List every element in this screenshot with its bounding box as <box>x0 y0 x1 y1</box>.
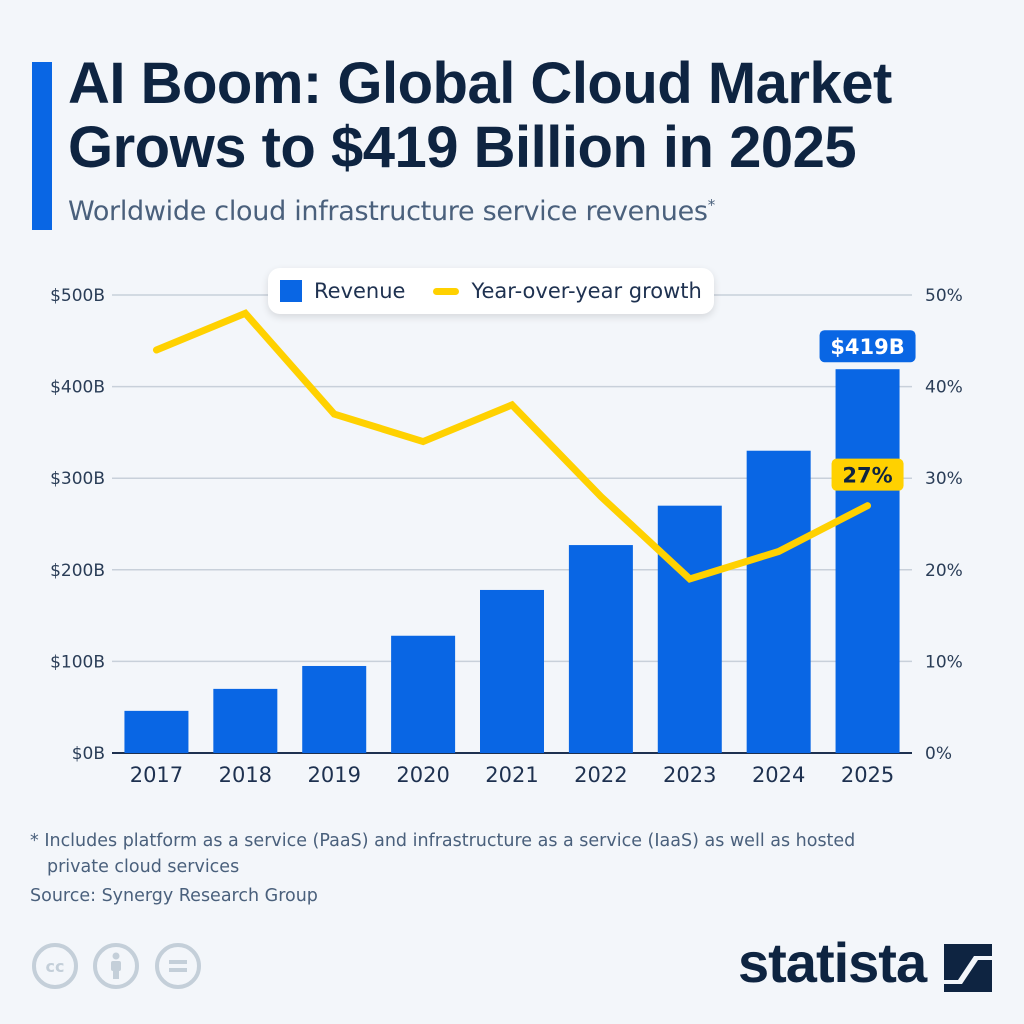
right-axis-tick: 30% <box>925 469 963 489</box>
bar-label-badge <box>819 330 916 363</box>
right-axis-tick: 10% <box>925 652 963 672</box>
footnote-line-1: * Includes platform as a service (PaaS) … <box>30 831 856 851</box>
x-axis-tick: 2024 <box>752 763 805 787</box>
x-axis-tick: 2021 <box>485 763 538 787</box>
title-line-2: Grows to $419 Billion in 2025 <box>68 115 857 180</box>
x-axis-tick: 2019 <box>307 763 360 787</box>
left-axis-tick: $300B <box>50 469 105 489</box>
revenue-bar <box>302 665 367 753</box>
revenue-bar <box>391 635 456 753</box>
revenue-bar <box>124 710 189 753</box>
subtitle: Worldwide cloud infrastructure service r… <box>68 196 715 227</box>
left-axis-tick: $100B <box>50 652 105 672</box>
axis-labels: $0B 0% $100B 10% $200B 20% $300B 30% $400B 40% $50… <box>50 286 963 787</box>
legend-label-revenue: Revenue <box>314 279 406 303</box>
left-axis-tick: $200B <box>50 561 105 581</box>
left-axis-tick: $0B <box>72 744 105 764</box>
right-axis-tick: 20% <box>925 561 963 581</box>
no-derivatives-icon <box>155 943 201 989</box>
footnote-line-2: private cloud services <box>47 857 240 877</box>
revenue-bar <box>213 688 278 753</box>
revenue-bar <box>746 450 811 753</box>
source: Source: Synergy Research Group <box>30 886 318 906</box>
left-axis-tick: $400B <box>50 378 105 398</box>
line-label-badge <box>831 458 904 491</box>
legend: Revenue Year-over-year growth <box>268 268 714 314</box>
statista-logo-mark-icon <box>944 944 992 992</box>
bar-label: $419B <box>830 335 904 359</box>
x-axis-tick: 2022 <box>574 763 627 787</box>
x-axis-tick: 2020 <box>396 763 449 787</box>
legend-label-growth: Year-over-year growth <box>471 279 702 303</box>
subtitle-text: Worldwide cloud infrastructure service r… <box>68 196 708 227</box>
left-axis-tick: $500B <box>50 286 105 306</box>
statista-logo: statista <box>738 931 927 994</box>
x-axis-tick: 2025 <box>841 763 894 787</box>
revenue-bar <box>835 369 900 753</box>
title-line-1: AI Boom: Global Cloud Market <box>68 51 892 116</box>
line-label: 27% <box>842 464 892 488</box>
right-axis-tick: 50% <box>925 286 963 306</box>
revenue-bars <box>124 369 900 753</box>
x-axis-tick: 2018 <box>219 763 272 787</box>
legend-swatch-revenue <box>280 280 302 302</box>
cc-icon: cc <box>32 943 78 989</box>
annotations: $419B 27% <box>819 330 916 491</box>
right-axis-tick: 0% <box>925 744 952 764</box>
footnote: * Includes platform as a service (PaaS) … <box>30 828 970 880</box>
legend-swatch-growth <box>433 287 460 295</box>
revenue-bar <box>568 545 633 753</box>
chart: $0B 0% $100B 10% $200B 20% $300B 30% $400B 40% $50… <box>50 286 963 787</box>
right-axis-tick: 40% <box>925 378 963 398</box>
subtitle-footnote-mark: * <box>707 196 716 214</box>
by-attribution-icon <box>93 943 139 989</box>
x-axis-tick: 2023 <box>663 763 716 787</box>
growth-line <box>152 309 872 583</box>
revenue-bar <box>480 589 544 753</box>
title-accent-bar <box>32 62 52 230</box>
revenue-bar <box>657 505 722 753</box>
page-title: AI Boom: Global Cloud Market Grows to $4… <box>68 52 892 180</box>
x-axis-tick: 2017 <box>130 763 183 787</box>
cc-icon-text: cc <box>45 956 65 976</box>
